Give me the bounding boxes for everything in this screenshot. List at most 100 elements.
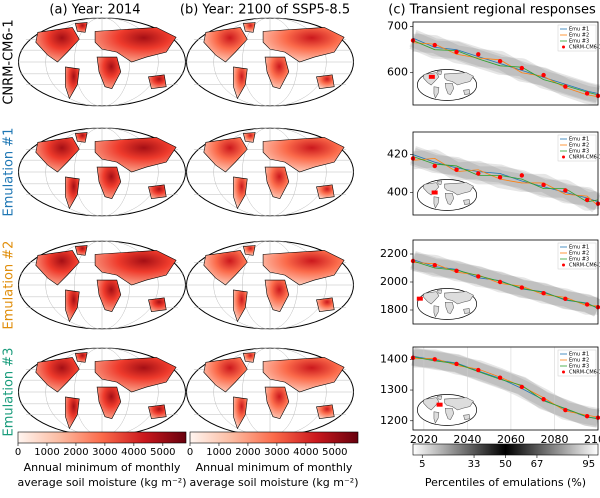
model-point	[432, 42, 437, 48]
model-point	[584, 91, 590, 96]
model-point	[476, 274, 481, 279]
emulation-line	[412, 260, 599, 309]
emulation-line	[412, 40, 599, 96]
inset-map	[417, 394, 476, 425]
inset-map	[417, 179, 476, 210]
model-point	[476, 52, 481, 57]
tick-label: 3000	[92, 447, 117, 458]
tick-label: 2000	[235, 447, 260, 458]
legend-label: Emu #3	[569, 39, 589, 45]
row-label: CNRM-CM6-1	[2, 19, 17, 104]
x-tick-label: 2080	[540, 433, 568, 446]
model-point	[541, 291, 546, 296]
model-point	[454, 268, 459, 273]
x-tick-label: 2040	[453, 433, 481, 446]
tick-label: 67	[531, 459, 544, 470]
legend-label: CNRM-CM6-1	[569, 45, 600, 51]
model-point	[432, 263, 437, 268]
tick-label: 1000	[34, 447, 59, 458]
y-tick-label: 600	[387, 66, 408, 79]
model-point	[584, 413, 590, 419]
legend-swatch	[562, 45, 565, 49]
y-tick-label: 2000	[380, 275, 408, 288]
model-point	[454, 49, 459, 55]
panel: 20202040206020802100120013001400Emu #1Em…	[380, 346, 600, 446]
model-point	[519, 285, 525, 290]
legend-label: CNRM-CM6-1	[569, 263, 600, 269]
x-tick-label: 2060	[497, 433, 525, 446]
legend-label: CNRM-CM6-1	[569, 155, 600, 161]
x-tick-label: 2020	[410, 433, 438, 446]
colorbar	[189, 431, 359, 444]
model-point	[541, 72, 546, 78]
tick-label: 5000	[150, 447, 175, 458]
legend-swatch	[562, 263, 565, 267]
model-point	[432, 357, 437, 362]
colorbar-label: average soil moisture (kg m⁻²)	[17, 476, 186, 489]
row-label: Emulation #1	[2, 128, 17, 217]
map	[18, 128, 186, 217]
legend-label: Emu #2	[569, 358, 589, 364]
map	[186, 348, 354, 437]
model-point	[584, 197, 590, 203]
model-point	[541, 182, 546, 188]
model-point	[519, 384, 525, 390]
map	[18, 348, 186, 437]
column-title: (a) Year: 2014	[49, 3, 140, 18]
tick-label: 95	[582, 459, 595, 470]
tick-label: 1000	[206, 447, 231, 458]
y-tick-label: 2200	[380, 247, 408, 260]
model-point	[497, 58, 503, 64]
legend-label: Emu #3	[569, 149, 589, 155]
map	[186, 128, 354, 217]
tick-label: 4000	[121, 447, 146, 458]
legend-label: Emu #1	[569, 27, 589, 33]
model-point	[563, 407, 568, 413]
colorbar-label: average soil moisture (kg m⁻²)	[189, 476, 358, 489]
model-point	[476, 367, 481, 373]
frame	[412, 239, 599, 325]
model-point	[541, 397, 546, 402]
model-point	[454, 167, 459, 172]
y-tick-label: 1400	[380, 352, 408, 365]
y-tick-label: 1300	[380, 383, 408, 396]
inset-map	[417, 69, 476, 100]
colorbar-label: Annual minimum of monthly	[24, 461, 181, 474]
model-point	[497, 175, 503, 180]
y-tick-label: 1200	[380, 414, 408, 427]
legend-label: Emu #1	[569, 245, 589, 251]
legend-label: Emu #3	[569, 257, 589, 263]
legend-label: Emu #2	[569, 33, 589, 39]
tick-label: 33	[468, 459, 481, 470]
y-tick-label: 1800	[380, 303, 408, 316]
map	[18, 18, 186, 107]
model-point	[563, 84, 568, 89]
column-title: (c) Transient regional responses	[388, 3, 596, 18]
y-tick-label: 420	[387, 148, 408, 161]
tick-label: 50	[499, 459, 512, 470]
legend-label: Emu #2	[569, 143, 589, 149]
inset-map	[417, 288, 476, 319]
tick-label: 4000	[293, 447, 318, 458]
frame	[412, 21, 599, 106]
model-point	[497, 279, 503, 285]
emulation-line	[412, 356, 599, 420]
legend-label: Emu #3	[569, 364, 589, 370]
root: (a) Year: 2014 (b) Year: 2100 of SSP5-8.5…	[2, 3, 600, 489]
x-tick-label: 2100	[584, 433, 600, 446]
model-point	[497, 375, 503, 380]
model-point	[432, 163, 437, 169]
row-label: Emulation #3	[2, 348, 17, 437]
y-tick-label: 400	[387, 185, 408, 198]
tick-label: 5000	[322, 447, 347, 458]
frame	[412, 346, 599, 431]
map	[186, 241, 354, 330]
tick-label: 5	[419, 459, 425, 470]
tick-label: 0	[15, 447, 21, 458]
tick-label: 3000	[264, 447, 289, 458]
model-point	[519, 65, 525, 71]
legend-label: Emu #2	[569, 251, 589, 257]
